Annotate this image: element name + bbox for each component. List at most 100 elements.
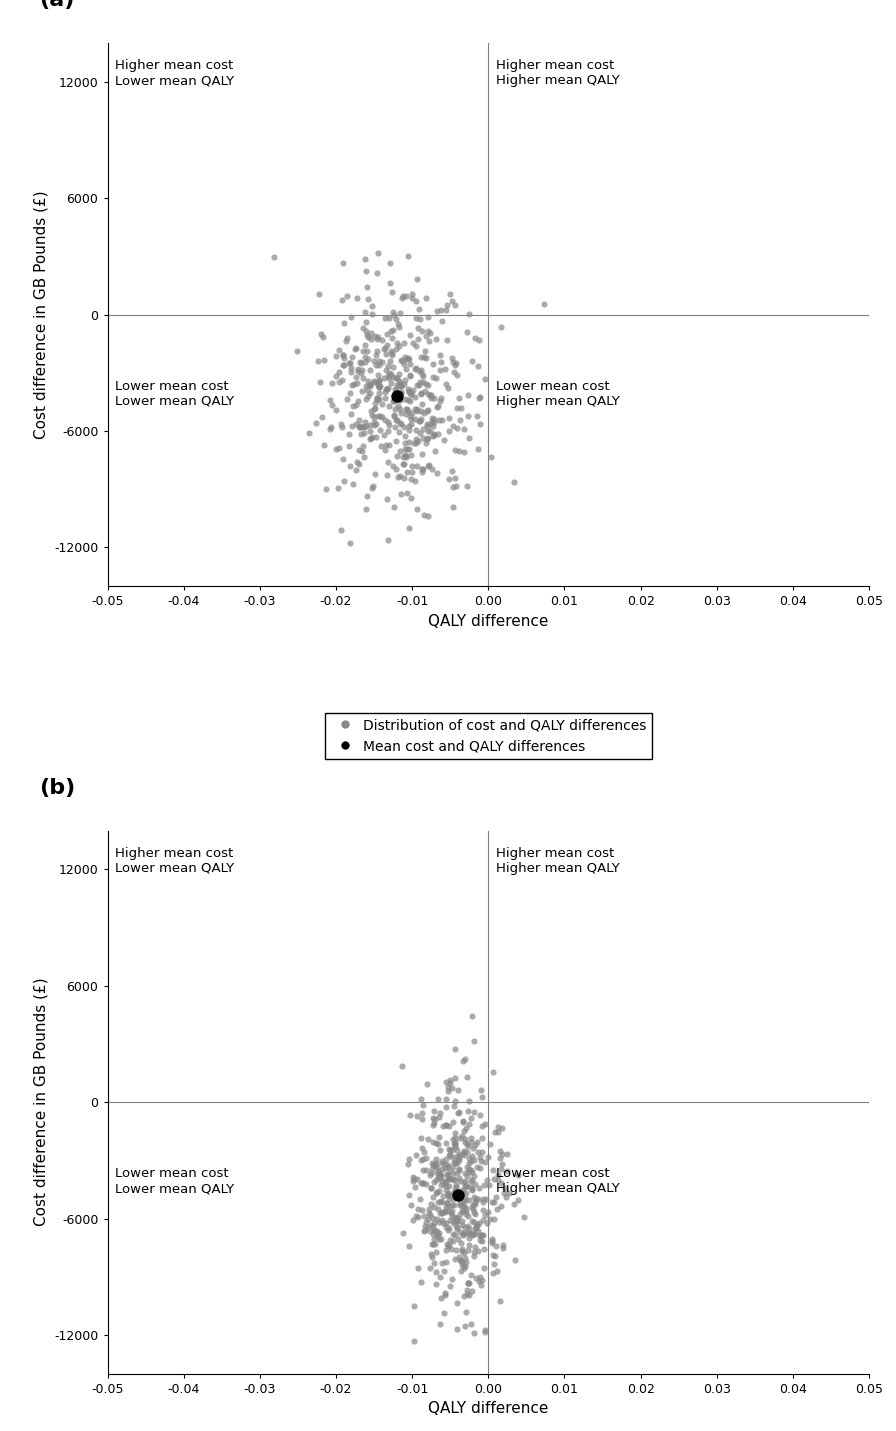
Point bbox=[475, 1126, 489, 1149]
Point bbox=[435, 1169, 450, 1192]
Point bbox=[416, 418, 430, 441]
Point bbox=[433, 389, 447, 412]
Point bbox=[336, 252, 350, 275]
Point bbox=[400, 398, 414, 421]
Point bbox=[450, 1292, 464, 1315]
Point bbox=[460, 1141, 474, 1163]
Point bbox=[392, 369, 407, 392]
Point bbox=[389, 458, 403, 481]
Point bbox=[418, 1213, 432, 1236]
Point bbox=[432, 1126, 446, 1149]
Point bbox=[324, 416, 339, 439]
Point bbox=[372, 353, 386, 376]
Point bbox=[458, 1169, 472, 1192]
Point bbox=[391, 445, 405, 468]
Point bbox=[421, 319, 435, 342]
Point bbox=[444, 1143, 458, 1166]
Point bbox=[362, 428, 376, 451]
Point bbox=[336, 343, 350, 366]
Point bbox=[464, 1264, 478, 1286]
Point bbox=[426, 386, 441, 409]
Point bbox=[433, 1139, 447, 1162]
Point bbox=[359, 323, 374, 346]
Point bbox=[397, 331, 411, 353]
Point bbox=[461, 1215, 475, 1238]
Point bbox=[385, 389, 400, 412]
Point bbox=[469, 1188, 483, 1211]
Point bbox=[374, 435, 388, 458]
Point bbox=[444, 1268, 459, 1291]
Point bbox=[452, 1100, 466, 1123]
Point bbox=[442, 1188, 456, 1211]
Point bbox=[364, 426, 378, 449]
Point bbox=[498, 1176, 513, 1199]
Point bbox=[314, 322, 329, 345]
Point bbox=[459, 1196, 473, 1219]
Point bbox=[358, 388, 373, 411]
Point bbox=[430, 395, 444, 418]
Point bbox=[399, 402, 413, 425]
Point bbox=[332, 371, 346, 394]
Point bbox=[360, 275, 375, 298]
Point bbox=[392, 398, 407, 421]
Point bbox=[401, 348, 416, 371]
Point bbox=[380, 464, 394, 487]
Point bbox=[437, 1259, 452, 1282]
Point bbox=[335, 353, 349, 376]
Point bbox=[445, 475, 460, 498]
Point bbox=[385, 454, 400, 477]
Point bbox=[478, 368, 492, 391]
Point bbox=[453, 1202, 468, 1225]
Point bbox=[450, 1218, 464, 1241]
Text: Higher mean cost
Lower mean QALY: Higher mean cost Lower mean QALY bbox=[115, 59, 234, 87]
Point bbox=[439, 1196, 453, 1219]
Point bbox=[467, 1321, 481, 1344]
Point bbox=[460, 321, 474, 343]
Point bbox=[472, 1224, 487, 1246]
Point bbox=[302, 422, 316, 445]
Point bbox=[343, 382, 358, 405]
Point bbox=[349, 451, 364, 474]
Point bbox=[457, 1221, 471, 1244]
Point bbox=[402, 389, 417, 412]
Point bbox=[447, 1168, 461, 1191]
Point bbox=[481, 1173, 495, 1196]
Point bbox=[462, 1218, 477, 1241]
Point bbox=[363, 373, 377, 396]
Point bbox=[414, 1271, 428, 1294]
Point bbox=[435, 409, 449, 432]
Point bbox=[402, 415, 417, 438]
Point bbox=[423, 1163, 437, 1186]
Point bbox=[459, 1301, 473, 1324]
Point bbox=[484, 445, 498, 468]
Point bbox=[442, 406, 456, 429]
Point bbox=[452, 1146, 466, 1169]
Point bbox=[432, 408, 446, 431]
Point bbox=[415, 392, 429, 415]
Point bbox=[419, 399, 434, 422]
Point bbox=[426, 1186, 440, 1209]
Point bbox=[441, 1219, 455, 1242]
Point bbox=[358, 333, 373, 356]
Point bbox=[452, 1158, 467, 1181]
Point bbox=[456, 1224, 470, 1246]
Point bbox=[396, 1221, 410, 1244]
Point bbox=[426, 1106, 440, 1129]
Point bbox=[430, 1181, 444, 1203]
Point bbox=[379, 434, 393, 456]
Point bbox=[404, 401, 418, 424]
Point bbox=[421, 1201, 435, 1224]
Point bbox=[371, 242, 385, 265]
Point bbox=[494, 1172, 508, 1195]
Point bbox=[445, 1078, 460, 1100]
Point bbox=[453, 1192, 468, 1215]
Point bbox=[368, 396, 383, 419]
Point bbox=[317, 434, 332, 456]
Point bbox=[371, 405, 385, 428]
Point bbox=[441, 1182, 455, 1205]
Point bbox=[351, 409, 366, 432]
Point bbox=[444, 1201, 458, 1224]
Point bbox=[449, 352, 463, 375]
Point bbox=[410, 1256, 425, 1279]
Point bbox=[483, 1208, 497, 1231]
